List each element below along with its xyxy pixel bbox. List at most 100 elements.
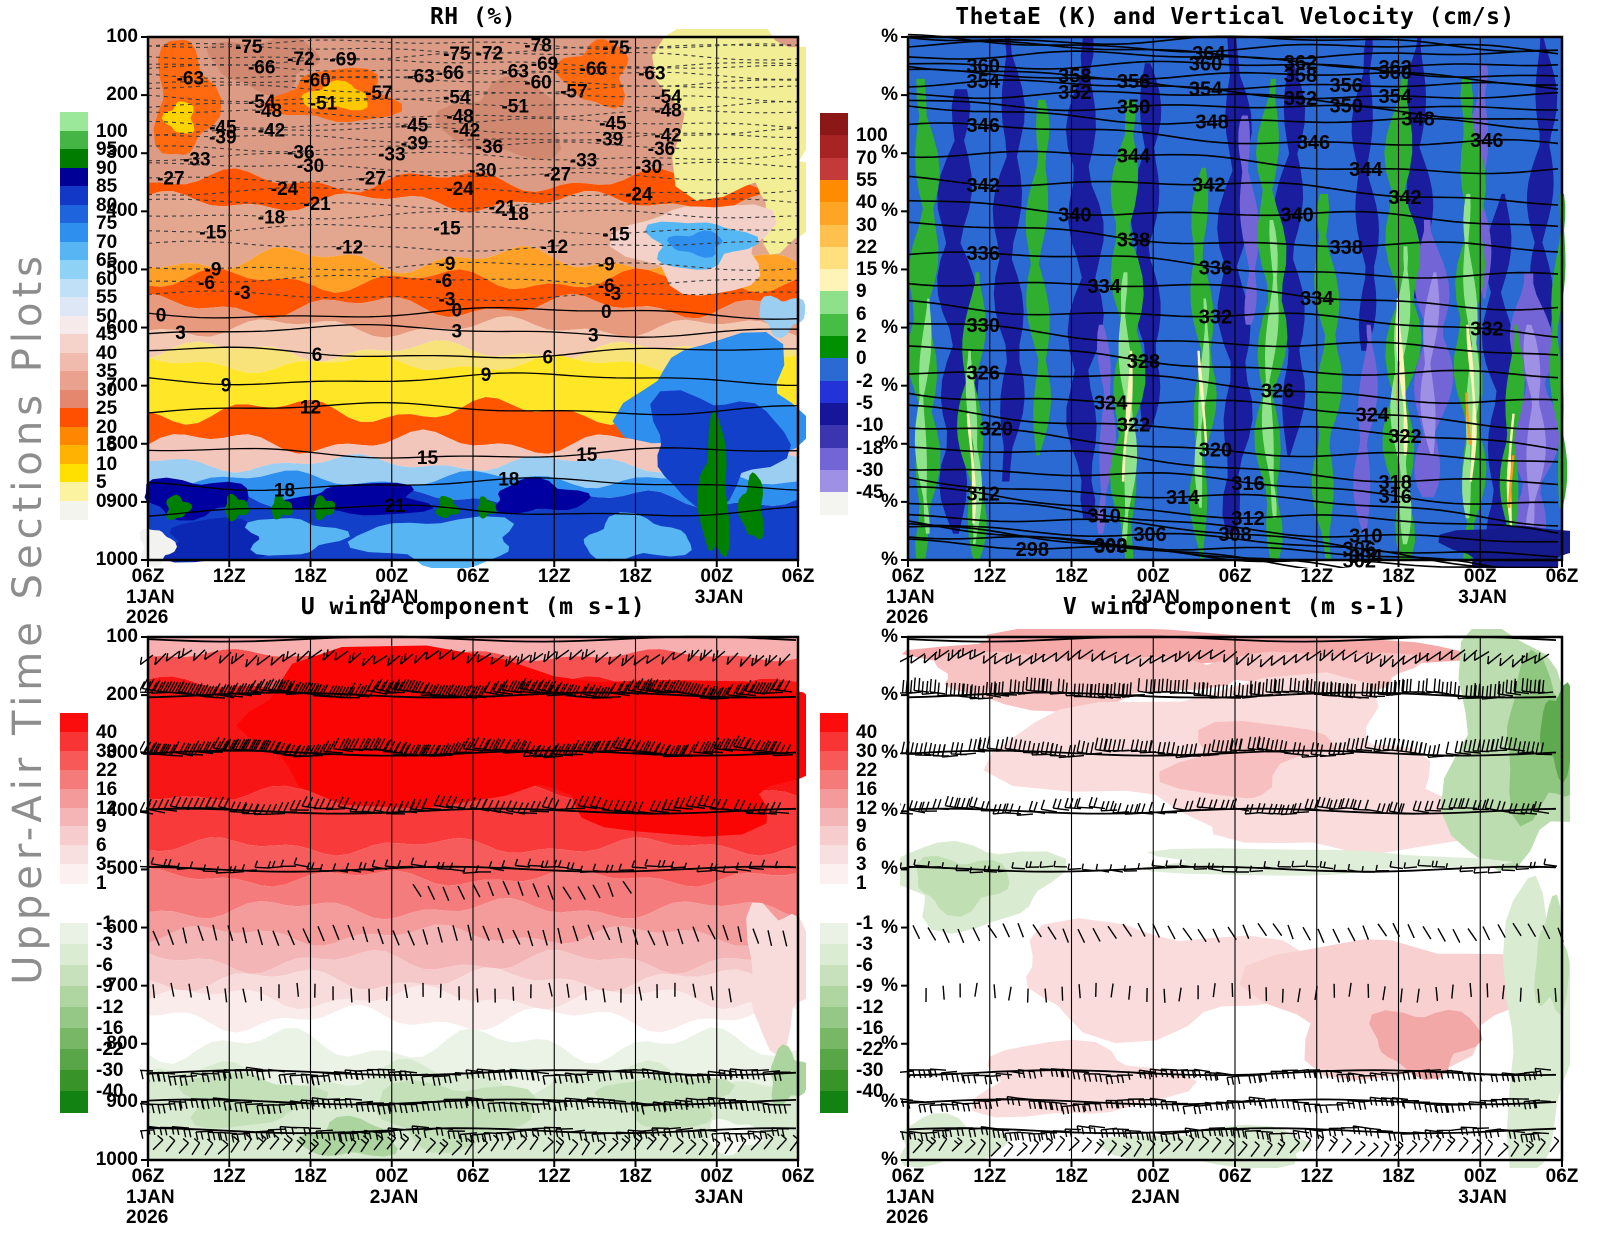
y-tick-label: 200 [106,684,138,706]
x-tick-label: 06Z [781,566,815,587]
x-tick-label: 06Z [891,566,925,587]
x-date-label: 1JAN [886,1187,935,1208]
contour-label: -45 [599,113,627,134]
colorbar-label: -6 [96,955,113,976]
contour-label: 21 [384,496,406,517]
contour-label: 306 [1133,524,1166,546]
colorbar-label: -30 [856,1060,884,1081]
contour-label: -72 [476,43,503,64]
colorbar-swatch [60,167,88,187]
colorbar-label: 12 [856,797,878,819]
y-tick-label: 800 [106,1032,138,1054]
colorbar-swatch [820,113,848,136]
colorbar-label: 12 [96,797,118,819]
y-tick-label: 400 [106,800,138,822]
colorbar-label: -12 [96,997,124,1018]
contour-label: 324 [1356,404,1390,426]
u-wind-panel-title: U wind component (m s-1) [300,594,646,620]
contour-label: 348 [1195,111,1228,133]
contour-label: -27 [544,164,571,185]
contour-label: -60 [524,72,551,93]
contour-label: -63 [177,69,204,90]
colorbar-swatch [820,1070,848,1092]
colorbar-swatch [820,469,848,493]
contour-label: 358 [1058,66,1091,88]
contour-label: -36 [476,137,503,158]
y-tick-label: 300 [106,142,138,164]
colorbar-label: 0 [856,348,867,370]
x-tick-label: 12Z [212,1166,246,1187]
contour-label: 328 [1127,351,1160,373]
contour-label: -66 [580,59,607,80]
x-tick-label: 06Z [1218,1166,1252,1187]
colorbar-label: 10 [96,453,118,475]
contour-label: 312 [1231,508,1264,530]
contour-label: 15 [576,445,598,466]
contour-label: 346 [1297,132,1330,154]
colorbar-swatch [60,1049,88,1071]
colorbar-swatch [820,713,848,733]
contour-label: -18 [258,208,285,229]
colorbar-swatch [820,1007,848,1029]
contour-label: 350 [1117,97,1150,119]
colorbar-swatch [820,157,848,181]
contour-label: 356 [1330,75,1363,97]
x-tick-label: 12Z [973,566,1007,587]
colorbar-label: 40 [856,721,878,743]
colorbar-label: 95 [96,139,118,160]
x-tick-label: 12Z [537,566,571,587]
contour-label: 340 [1058,204,1091,226]
colorbar-label: 40 [96,721,118,743]
contour-label: 0 [156,306,167,327]
contour-label: -39 [596,130,623,151]
x-tick-label: 18Z [294,566,327,587]
y-tick-label: 600 [106,916,138,938]
colorbar-swatch [820,291,848,315]
colorbar-label: 60 [96,268,118,290]
colorbar-swatch [60,731,88,752]
colorbar-swatch [820,807,848,827]
contour-label: -6 [198,273,215,294]
colorbar-swatch [820,731,848,752]
colorbar-label: 9 [856,281,867,303]
x-date-label: 1JAN [126,1187,175,1208]
contour-label: 358 [1284,65,1317,87]
contour-label: -66 [437,63,464,84]
y-tick-label: % [881,200,898,222]
colorbar-label: 80 [96,194,118,216]
colorbar-label: -16 [856,1018,884,1039]
colorbar-swatch [820,1049,848,1071]
contour-label: 352 [1284,88,1317,110]
colorbar-swatch [820,492,848,515]
colorbar-label: -1 [96,913,113,934]
contour-label: 334 [1088,276,1122,298]
x-tick-label: 06Z [456,1166,490,1187]
colorbar-swatch [820,135,848,159]
contour-label: -6 [435,271,452,292]
colorbar-label: 1 [96,873,107,895]
colorbar-label: 16 [856,778,878,800]
colorbar-swatch [60,241,88,261]
colorbar-swatch [60,845,88,865]
x-tick-label: 00Z [1463,1166,1497,1187]
colorbar-label: 85 [96,176,118,197]
contour-label: -15 [199,223,227,244]
colorbar-label: 90 [96,157,118,179]
colorbar-swatch [60,1007,88,1029]
colorbar-label: 75 [96,213,118,234]
colorbar-swatch [820,380,848,404]
contour-label: 356 [1117,71,1150,93]
contour-label: 3 [175,323,186,344]
x-date-label: 2026 [886,607,929,628]
colorbar-swatch [60,944,88,966]
contour-label: -45 [401,115,429,136]
x-tick-label: 00Z [375,1166,409,1187]
colorbar-swatch [820,358,848,382]
colorbar-swatch [60,500,88,520]
colorbar-swatch [60,445,88,465]
x-date-label: 1JAN [126,587,175,608]
colorbar-swatch [60,297,88,317]
contour-label: 15 [417,448,439,469]
contour-label: 342 [1388,187,1421,209]
